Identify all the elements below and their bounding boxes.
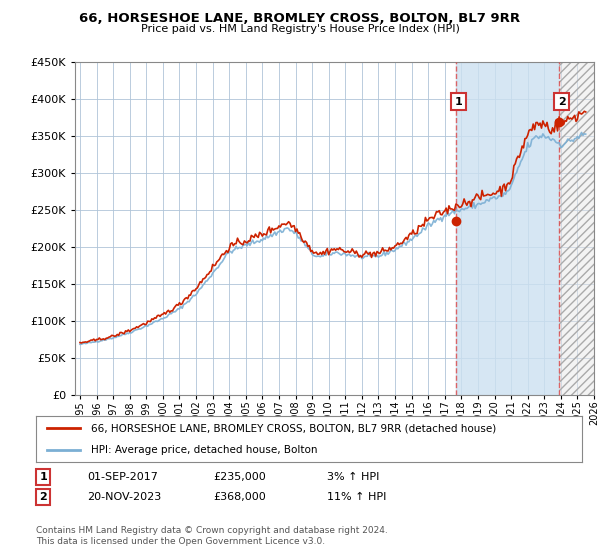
Text: HPI: Average price, detached house, Bolton: HPI: Average price, detached house, Bolt… [91,445,317,455]
Text: £368,000: £368,000 [213,492,266,502]
Bar [456,62,559,395]
Text: 2: 2 [558,96,566,106]
Text: 01-SEP-2017: 01-SEP-2017 [87,472,158,482]
Text: 3% ↑ HPI: 3% ↑ HPI [327,472,379,482]
Text: Contains HM Land Registry data © Crown copyright and database right 2024.
This d: Contains HM Land Registry data © Crown c… [36,526,388,546]
Bar [559,62,594,395]
Text: 20-NOV-2023: 20-NOV-2023 [87,492,161,502]
Text: 66, HORSESHOE LANE, BROMLEY CROSS, BOLTON, BL7 9RR (detached house): 66, HORSESHOE LANE, BROMLEY CROSS, BOLTO… [91,423,496,433]
Text: 1: 1 [454,96,462,106]
Text: Price paid vs. HM Land Registry's House Price Index (HPI): Price paid vs. HM Land Registry's House … [140,24,460,34]
Bar [559,62,594,395]
Text: 1: 1 [40,472,47,482]
Text: 2: 2 [40,492,47,502]
Text: 66, HORSESHOE LANE, BROMLEY CROSS, BOLTON, BL7 9RR: 66, HORSESHOE LANE, BROMLEY CROSS, BOLTO… [79,12,521,25]
Text: 11% ↑ HPI: 11% ↑ HPI [327,492,386,502]
Text: £235,000: £235,000 [213,472,266,482]
